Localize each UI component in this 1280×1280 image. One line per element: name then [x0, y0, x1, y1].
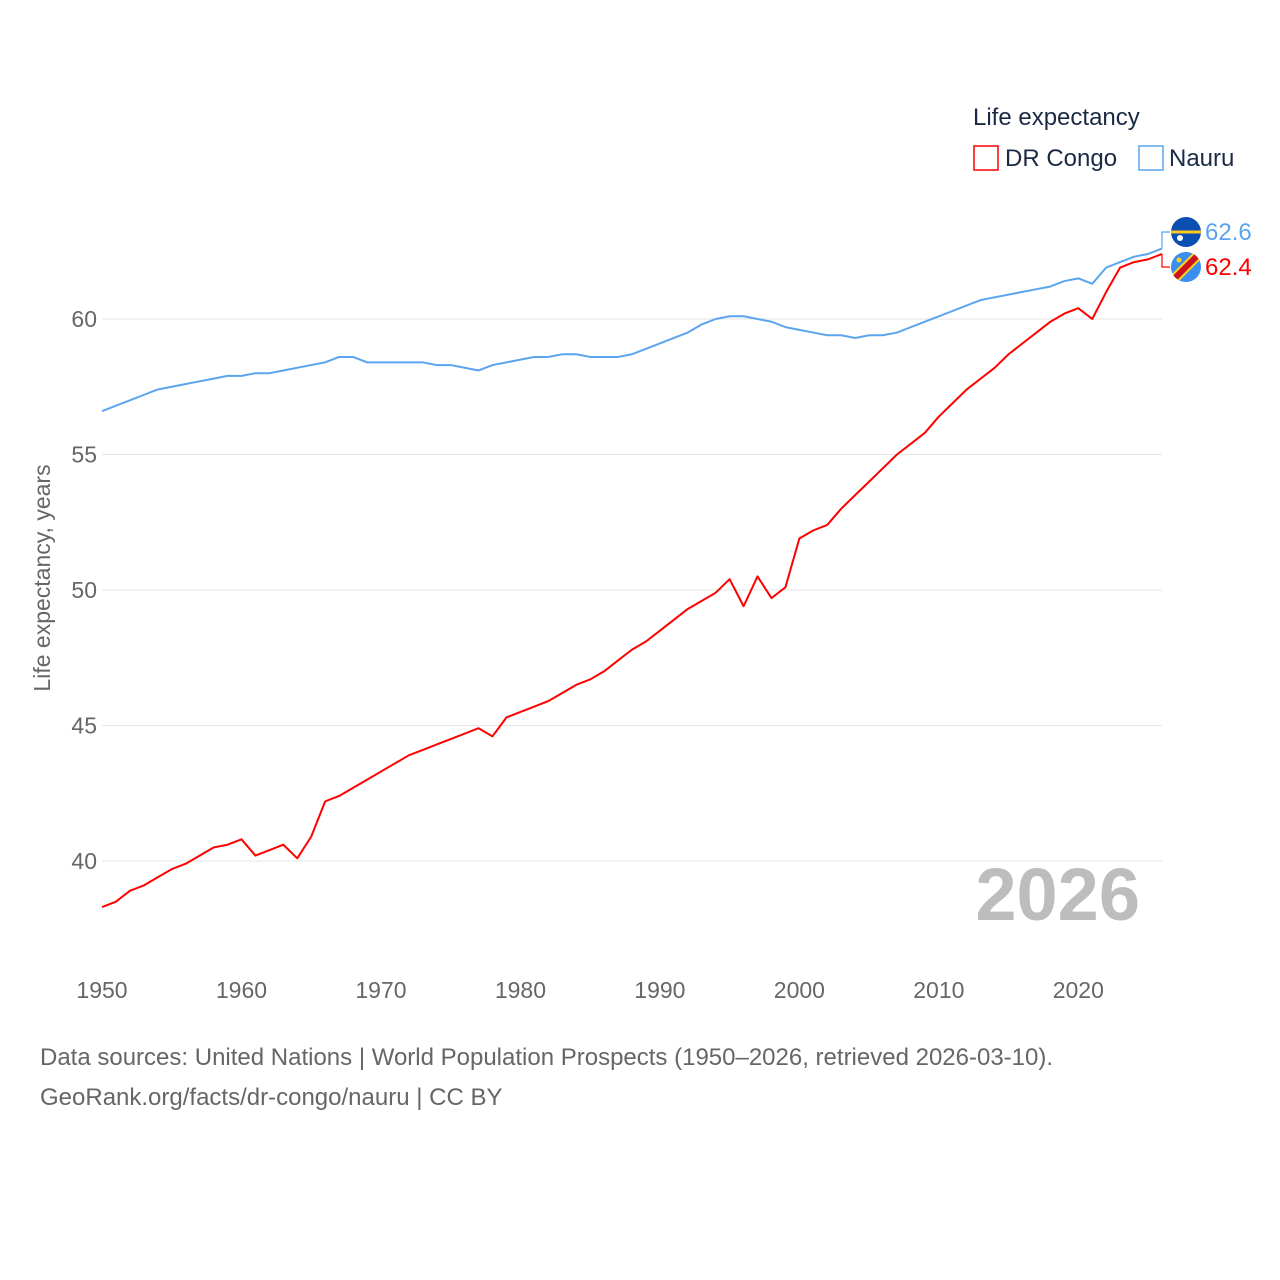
x-tick-label: 2000 [774, 977, 825, 1003]
y-axis-title: Life expectancy, years [29, 464, 55, 691]
footer-sources: Data sources: United Nations | World Pop… [40, 1044, 1054, 1071]
footer-link[interactable]: GeoRank.org/facts/dr-congo/nauru | CC BY [40, 1084, 503, 1111]
y-tick-label: 60 [71, 306, 97, 332]
x-tick-label: 2020 [1053, 977, 1104, 1003]
legend-item-dr-congo[interactable]: DR Congo [973, 145, 1117, 172]
end-value-label-dr-congo: 62.4 [1205, 254, 1252, 281]
flag-star-icon [1176, 257, 1182, 263]
x-tick-labels: 1950 1960 1970 1980 1990 2000 2010 2020 [76, 977, 1103, 1003]
x-tick-label: 2010 [913, 977, 964, 1003]
series-line-nauru [101, 247, 1163, 413]
flag-dr-congo-icon [1171, 252, 1201, 282]
year-watermark: 2026 [975, 853, 1140, 936]
x-tick-label: 1990 [634, 977, 685, 1003]
flag-body [1171, 217, 1201, 247]
y-tick-label: 55 [71, 442, 97, 468]
y-tick-label: 50 [71, 577, 97, 603]
series-line-dr-congo [101, 253, 1163, 909]
connector-line [1161, 231, 1170, 249]
gridlines [102, 318, 1162, 862]
legend: Life expectancy DR Congo Nauru [973, 104, 1234, 172]
flag-body [1171, 252, 1201, 282]
end-labels: 62.4 62.6 [1161, 217, 1252, 282]
legend-swatch [1138, 145, 1164, 171]
end-value-label-nauru: 62.6 [1205, 219, 1252, 246]
legend-swatch [973, 145, 999, 171]
connector-line [1161, 253, 1170, 268]
x-tick-label: 1980 [495, 977, 546, 1003]
x-tick-label: 1970 [355, 977, 406, 1003]
x-tick-label: 1960 [216, 977, 267, 1003]
legend-label: Nauru [1169, 145, 1234, 172]
flag-star-icon [1177, 235, 1183, 241]
flag-stripe [1171, 230, 1201, 234]
y-tick-label: 40 [71, 848, 97, 874]
y-tick-label: 45 [71, 713, 97, 739]
series-lines [101, 247, 1163, 909]
legend-item-nauru[interactable]: Nauru [1138, 145, 1234, 172]
y-tick-labels: 40 45 50 55 60 [71, 306, 97, 874]
legend-title: Life expectancy [973, 104, 1140, 131]
legend-label: DR Congo [1005, 145, 1117, 172]
x-tick-label: 1950 [76, 977, 127, 1003]
flag-nauru-icon [1171, 217, 1201, 247]
